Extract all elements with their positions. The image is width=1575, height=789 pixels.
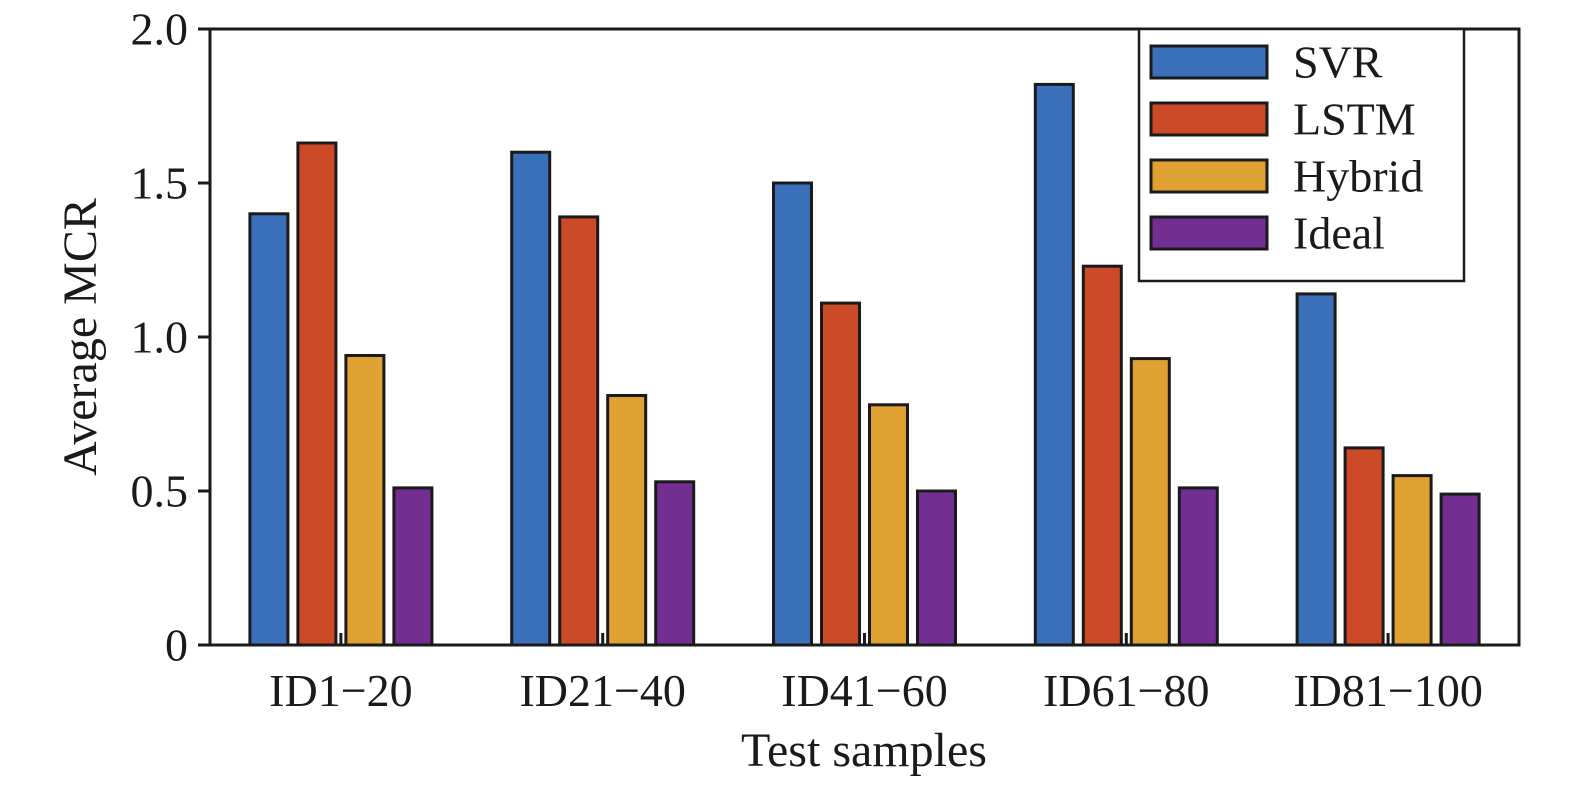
bar-ideal-id61-80 (1177, 486, 1219, 647)
legend-swatch-ideal (1149, 215, 1269, 251)
bar-svr-id1-20 (248, 212, 290, 647)
x-tick-label: ID61−80 (1043, 665, 1209, 716)
bar-hybrid-id1-20 (344, 354, 386, 647)
legend: SVR LSTM Hybrid Ideal (1137, 27, 1466, 283)
bar-svr-id41-60 (772, 181, 813, 647)
bar-svr-id81-100 (1295, 292, 1337, 647)
legend-label-svr: SVR (1293, 37, 1383, 88)
y-tick-label: 1.0 (131, 312, 189, 363)
x-tick-label: ID1−20 (269, 665, 412, 716)
bar-ideal-id21-40 (654, 480, 696, 647)
bar-lstm-id81-100 (1343, 446, 1385, 647)
bar-hybrid-id41-60 (868, 403, 909, 647)
legend-swatch-svr (1149, 44, 1269, 80)
bar-ideal-id41-60 (916, 489, 957, 647)
bar-lstm-id61-80 (1081, 264, 1123, 647)
x-tick-label: ID81−100 (1293, 665, 1482, 716)
bar-svr-id61-80 (1033, 82, 1075, 647)
legend-label-lstm: LSTM (1293, 94, 1416, 145)
bars-group (248, 82, 1481, 647)
y-tick-label: 2.0 (131, 4, 189, 55)
y-tick-label: 1.5 (131, 158, 189, 209)
x-axis-ticks: ID1−20 ID21−40 ID41−60 ID61−80 ID81−100 (269, 633, 1483, 716)
bar-lstm-id1-20 (296, 141, 338, 647)
y-tick-label: 0.5 (131, 466, 189, 517)
bar-svr-id21-40 (510, 150, 552, 647)
bar-hybrid-id21-40 (606, 394, 648, 647)
x-axis-label: Test samples (741, 724, 987, 777)
x-tick-label: ID41−60 (781, 665, 947, 716)
bar-ideal-id1-20 (392, 486, 434, 647)
y-axis-label: Average MCR (54, 198, 107, 476)
bar-hybrid-id81-100 (1391, 474, 1433, 647)
y-tick-label: 0 (165, 620, 188, 671)
legend-swatch-hybrid (1149, 158, 1269, 194)
bar-lstm-id21-40 (558, 215, 600, 647)
legend-swatch-lstm (1149, 101, 1269, 137)
legend-label-ideal: Ideal (1293, 208, 1385, 259)
bar-hybrid-id61-80 (1129, 357, 1171, 647)
x-tick-label: ID21−40 (519, 665, 685, 716)
bar-lstm-id41-60 (820, 301, 861, 647)
plot-area-frame (208, 27, 1521, 647)
legend-label-hybrid: Hybrid (1293, 151, 1423, 202)
bar-ideal-id81-100 (1439, 492, 1481, 647)
y-axis-ticks: 0 0.5 1.0 1.5 2.0 (131, 4, 210, 671)
